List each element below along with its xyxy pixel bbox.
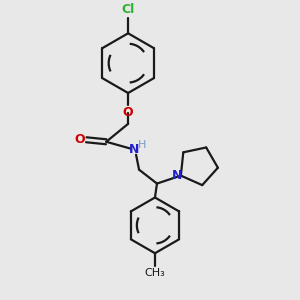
Text: CH₃: CH₃ <box>145 268 165 278</box>
Text: N: N <box>129 143 139 156</box>
Text: Cl: Cl <box>122 3 135 16</box>
Text: O: O <box>123 106 134 119</box>
Text: O: O <box>74 133 85 146</box>
Text: N: N <box>172 169 182 182</box>
Text: H: H <box>138 140 146 150</box>
